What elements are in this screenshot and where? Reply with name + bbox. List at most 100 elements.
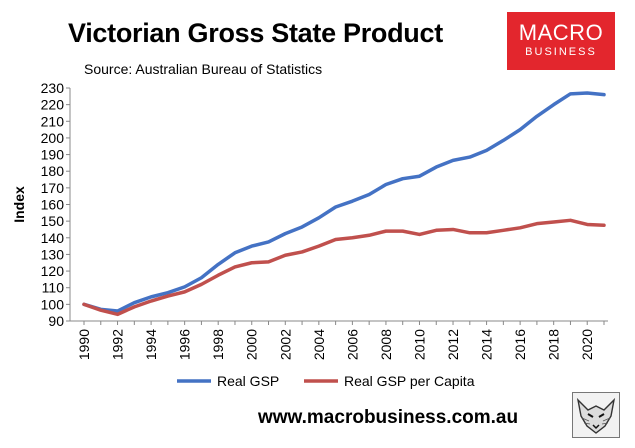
x-tick-label: 1992	[110, 329, 126, 360]
x-tick-label: 2000	[244, 329, 260, 360]
y-tick-label: 170	[41, 180, 65, 196]
x-tick-label: 1994	[143, 329, 159, 360]
y-tick-label: 210	[41, 113, 65, 129]
data-point	[401, 230, 404, 233]
data-point	[451, 228, 454, 231]
data-point	[284, 232, 287, 235]
data-point	[133, 301, 136, 304]
y-tick-label: 220	[41, 97, 65, 113]
y-tick-label: 180	[41, 163, 65, 179]
y-tick-label: 120	[41, 263, 65, 279]
y-axis-label: Index	[11, 186, 27, 223]
data-point	[334, 238, 337, 241]
data-point	[519, 128, 522, 131]
x-tick-label: 2006	[344, 329, 360, 360]
series-line-real-gsp	[82, 91, 606, 313]
data-point	[418, 233, 421, 236]
footer-url: www.macrobusiness.com.au	[258, 407, 519, 428]
data-point	[468, 231, 471, 234]
brand-line1: MACRO	[518, 20, 604, 45]
data-point	[535, 115, 538, 118]
data-point	[435, 229, 438, 232]
data-point	[183, 290, 186, 293]
data-point	[502, 139, 505, 142]
data-point	[317, 216, 320, 219]
x-tick-label: 1998	[210, 329, 226, 360]
data-point	[116, 313, 119, 316]
y-tick-label: 140	[41, 230, 65, 246]
data-point	[552, 220, 555, 223]
series-line-real-gsp-per-capita	[82, 218, 606, 317]
y-tick-label: 130	[41, 246, 65, 262]
legend-label: Real GSP	[217, 373, 279, 389]
data-point	[535, 222, 538, 225]
data-point	[569, 92, 572, 95]
y-tick-label: 110	[42, 280, 65, 296]
data-point	[569, 219, 572, 222]
data-point	[552, 103, 555, 106]
data-point	[250, 261, 253, 264]
data-point	[418, 175, 421, 178]
data-point	[300, 225, 303, 228]
y-tick-label: 160	[41, 197, 65, 213]
legend-label: Real GSP per Capita	[344, 373, 475, 389]
y-tick-label: 100	[41, 296, 65, 312]
x-tick-label: 1990	[76, 329, 92, 360]
data-point	[217, 263, 220, 266]
x-tick-label: 2002	[277, 329, 293, 360]
x-tick-label: 2004	[311, 329, 327, 360]
data-point	[166, 291, 169, 294]
data-point	[99, 309, 102, 312]
data-point	[233, 251, 236, 254]
data-point	[401, 177, 404, 180]
data-point	[502, 229, 505, 232]
data-point	[334, 205, 337, 208]
chart-title: Victorian Gross State Product	[68, 18, 443, 48]
data-point	[200, 276, 203, 279]
data-point	[133, 305, 136, 308]
data-point	[602, 93, 605, 96]
macrobusiness-logo: MACRO BUSINESS	[507, 12, 615, 70]
data-point	[368, 193, 371, 196]
x-tick-label: 2018	[546, 329, 562, 360]
data-point	[317, 245, 320, 248]
x-tick-label: 2010	[411, 329, 427, 360]
data-point	[451, 159, 454, 162]
fox-icon	[572, 392, 620, 438]
x-tick-label: 2012	[445, 329, 461, 360]
data-point	[200, 283, 203, 286]
data-point	[586, 91, 589, 94]
data-point	[468, 155, 471, 158]
data-point	[519, 226, 522, 229]
data-point	[485, 149, 488, 152]
data-point	[384, 230, 387, 233]
data-point	[300, 250, 303, 253]
brand-line2: BUSINESS	[525, 46, 597, 58]
data-point	[351, 200, 354, 203]
data-point	[250, 245, 253, 248]
y-tick-label: 230	[41, 80, 65, 96]
data-point	[149, 295, 152, 298]
y-tick-label: 200	[41, 130, 65, 146]
data-point	[602, 224, 605, 227]
data-point	[233, 265, 236, 268]
data-point	[183, 285, 186, 288]
y-tick-label: 150	[41, 213, 65, 229]
data-point	[435, 165, 438, 168]
data-point	[149, 299, 152, 302]
x-tick-label: 2014	[479, 329, 495, 360]
data-point	[368, 234, 371, 237]
y-tick-label: 90	[48, 313, 64, 329]
data-point	[82, 303, 85, 306]
y-tick-label: 190	[41, 147, 65, 163]
x-tick-label: 2016	[512, 329, 528, 360]
data-point	[166, 294, 169, 297]
x-tick-label: 2008	[378, 329, 394, 360]
data-point	[586, 223, 589, 226]
data-point	[284, 254, 287, 257]
data-point	[351, 236, 354, 239]
data-point	[485, 231, 488, 234]
chart-subtitle: Source: Australian Bureau of Statistics	[84, 61, 323, 77]
data-point	[267, 240, 270, 243]
